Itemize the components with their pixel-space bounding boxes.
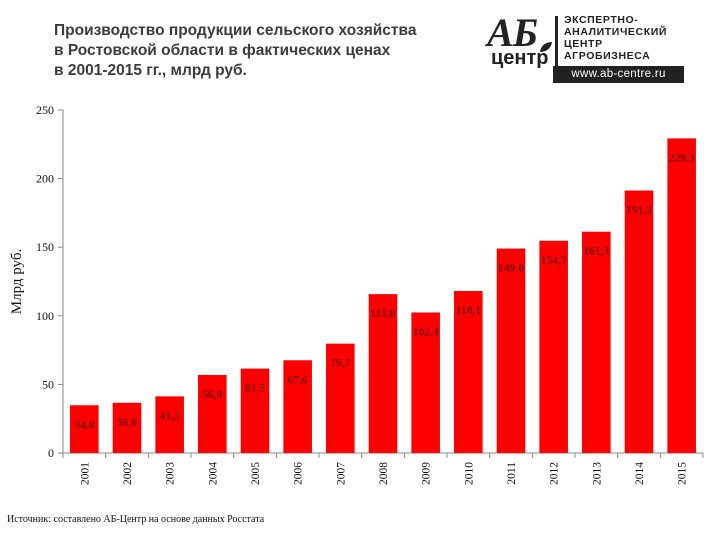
- value-label: 149,0: [498, 263, 524, 275]
- bar: [240, 368, 270, 453]
- value-label: 102,4: [413, 327, 439, 339]
- bar: [667, 138, 696, 454]
- value-label: 61,5: [245, 383, 265, 395]
- logo-line-3: ЦЕНТР: [564, 38, 603, 50]
- value-label: 34,8: [74, 419, 94, 431]
- bar: [155, 396, 184, 453]
- source-note: Источник: составлено АБ-Центр на основе …: [7, 514, 265, 525]
- x-tick-label: 2005: [250, 462, 262, 485]
- x-tick-label: 2001: [79, 462, 91, 485]
- x-tick-label: 2014: [634, 462, 646, 485]
- logo-word: центр: [491, 47, 549, 69]
- bar: [70, 405, 99, 453]
- y-tick-label: 100: [36, 309, 54, 323]
- x-tick-label: 2002: [122, 462, 134, 485]
- y-tick-label: 150: [36, 240, 54, 254]
- bar: [539, 240, 568, 453]
- logo-abbr: АБ: [487, 10, 538, 55]
- x-tick-label: 2007: [335, 462, 347, 485]
- chart-title: Производство продукции сельского хозяйст…: [54, 21, 454, 81]
- value-label: 191,3: [626, 205, 652, 217]
- x-tick-label: 2009: [421, 462, 433, 485]
- bar: [198, 374, 227, 453]
- value-label: 67,6: [288, 374, 308, 386]
- value-label: 36,6: [117, 417, 137, 429]
- value-label: 115,8: [370, 308, 395, 320]
- logo-divider: [555, 16, 558, 68]
- bar: [582, 231, 611, 453]
- y-tick-label: 50: [42, 377, 54, 391]
- bar: [454, 290, 483, 453]
- x-tick-label: 2013: [591, 462, 603, 485]
- y-tick-label: 250: [36, 103, 54, 117]
- leaf-icon: [540, 42, 552, 52]
- logo-line-4: АГРОБИЗНЕСА: [564, 50, 651, 62]
- x-tick-label: 2011: [506, 462, 518, 485]
- logo-caption: ЭКСПЕРТНО- АНАЛИТИЧЕСКИЙ ЦЕНТР АГРОБИЗНЕ…: [564, 14, 667, 62]
- value-label: 56,9: [202, 389, 222, 401]
- logo-url: www.ab-centre.ru: [553, 66, 684, 83]
- bar: [624, 190, 654, 453]
- logo-line-1: ЭКСПЕРТНО-: [564, 14, 639, 26]
- value-label: 41,3: [160, 410, 180, 422]
- y-axis-label: Млрд руб.: [9, 249, 25, 315]
- logo-line-2: АНАЛИТИЧЕСКИЙ: [564, 26, 668, 38]
- y-tick-label: 200: [36, 172, 54, 186]
- title-line-2: в Ростовской области в фактических ценах: [54, 42, 391, 59]
- value-label: 229,3: [669, 152, 695, 164]
- bar: [112, 402, 142, 453]
- bar: [326, 343, 355, 453]
- bar: [283, 360, 312, 453]
- x-tick-label: 2012: [549, 462, 561, 485]
- ab-centre-logo: АБ центр ЭКСПЕРТНО- АНАЛИТИЧЕСКИЙ ЦЕНТР …: [487, 13, 707, 83]
- value-label: 118,1: [456, 305, 481, 317]
- bar: [411, 312, 440, 453]
- value-label: 161,3: [583, 246, 609, 258]
- x-tick-label: 2003: [165, 462, 177, 485]
- value-label: 79,7: [330, 358, 350, 370]
- x-tick-label: 2008: [378, 462, 390, 485]
- value-label: 154,7: [541, 255, 567, 267]
- x-tick-label: 2004: [207, 462, 219, 485]
- x-tick-label: 2015: [677, 462, 689, 485]
- bar: [368, 294, 398, 453]
- x-tick-label: 2010: [463, 462, 475, 485]
- x-tick-label: 2006: [293, 462, 305, 485]
- title-line-3: в 2001-2015 гг., млрд руб.: [54, 62, 247, 79]
- y-tick-label: 0: [48, 446, 54, 460]
- title-line-1: Производство продукции сельского хозяйст…: [54, 22, 417, 39]
- bar: [496, 248, 526, 453]
